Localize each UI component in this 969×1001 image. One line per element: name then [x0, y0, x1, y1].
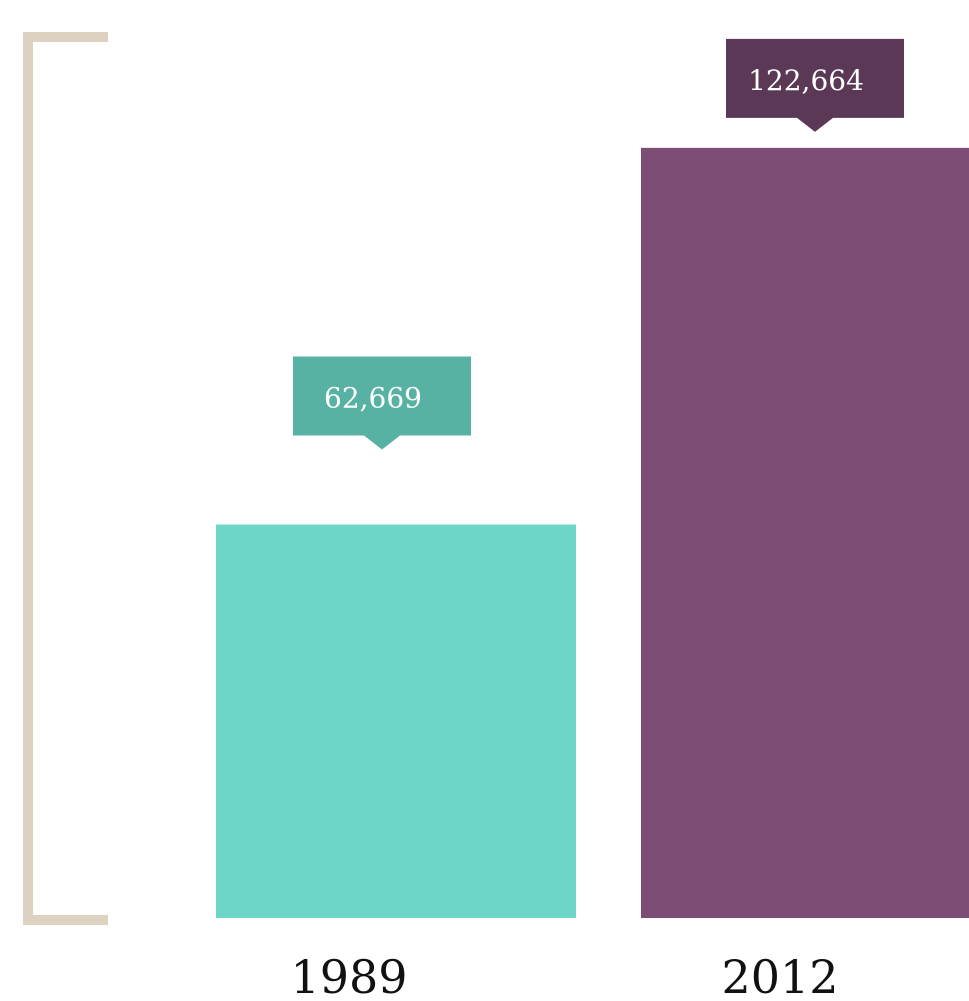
bar-2012	[641, 147, 969, 918]
value-callout-1989: 62,669	[293, 356, 471, 450]
bars-group	[216, 147, 969, 918]
x-tick-label-2012: 2012	[721, 950, 838, 1001]
value-callouts-group: 62,669 122,664	[293, 38, 904, 450]
bar-1989	[216, 524, 576, 918]
range-bracket	[23, 32, 108, 925]
value-callout-2012: 122,664	[726, 38, 904, 132]
x-tick-label-1989: 1989	[290, 950, 407, 1001]
value-label-1989: 62,669	[324, 382, 422, 415]
value-callout-box-2012	[726, 38, 904, 132]
value-callout-box-1989	[293, 356, 471, 450]
value-label-2012: 122,664	[748, 64, 864, 97]
